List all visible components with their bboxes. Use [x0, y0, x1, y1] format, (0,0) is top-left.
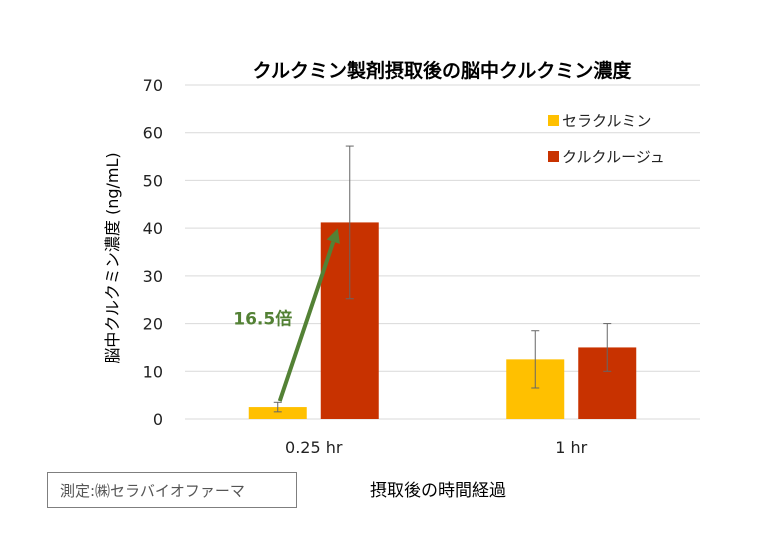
annotation: 16.5倍 — [233, 228, 340, 402]
y-tick-label: 0 — [153, 410, 163, 429]
legend-swatch — [548, 151, 559, 162]
y-tick-label: 20 — [143, 315, 163, 334]
y-tick-label: 10 — [143, 362, 163, 381]
measurement-note: 測定:㈱セラバイオファーマ — [47, 472, 297, 508]
annotation-label: 16.5倍 — [233, 309, 292, 330]
x-tick-label: 0.25 hr — [285, 438, 343, 457]
y-tick-label: 30 — [143, 267, 163, 286]
y-tick-label: 50 — [143, 171, 163, 190]
chart-title: クルクミン製剤摂取後の脳中クルクミン濃度 — [253, 59, 633, 82]
bar — [248, 407, 307, 419]
legend-label: セラクルミン — [562, 112, 652, 130]
y-tick-label: 40 — [143, 219, 163, 238]
measurement-note-text: 測定:㈱セラバイオファーマ — [60, 481, 245, 500]
x-tick-label: 1 hr — [555, 438, 587, 457]
y-tick-label: 70 — [143, 76, 163, 95]
y-tick-label: 60 — [143, 124, 163, 143]
legend-label: クルクルージュ — [562, 148, 665, 166]
legend-swatch — [548, 115, 559, 126]
annotation-arrow-head — [326, 228, 340, 244]
error-bars — [273, 145, 612, 413]
y-axis-label: 脳中クルクミン濃度 (ng/mL) — [103, 152, 122, 363]
y-axis-ticks: 0 10 20 30 40 50 60 70 — [143, 76, 163, 429]
gridlines — [185, 84, 700, 420]
x-axis-label: 摂取後の時間経過 — [370, 481, 506, 501]
annotation-arrow-line — [277, 241, 336, 402]
x-axis-ticks: 0.25 hr 1 hr — [285, 438, 588, 457]
